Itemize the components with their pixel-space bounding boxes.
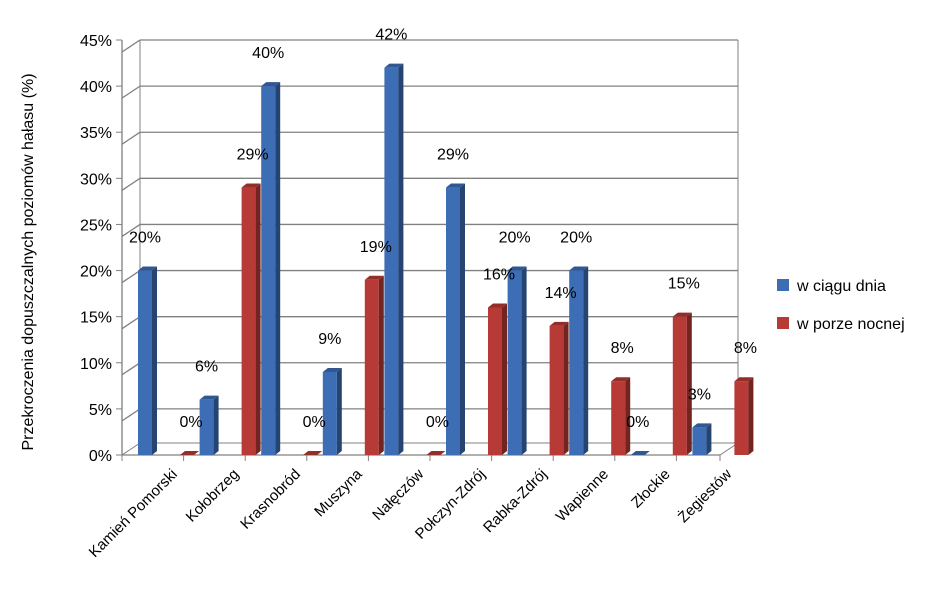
data-label: 8%	[734, 340, 757, 357]
bar	[364, 275, 384, 455]
data-label: 0%	[179, 414, 202, 431]
y-tick-label: 25%	[80, 217, 112, 234]
bar	[426, 451, 446, 455]
category-label: Rabka-Zdrój	[480, 466, 550, 536]
bar	[241, 183, 261, 456]
data-label: 29%	[437, 147, 469, 164]
category-label: Muszyna	[311, 465, 366, 520]
legend-swatch	[777, 279, 789, 291]
legend-swatch	[777, 317, 789, 329]
data-label: 19%	[360, 239, 392, 256]
y-tick-label: 45%	[80, 33, 112, 50]
data-label: 20%	[560, 230, 592, 247]
data-label: 9%	[318, 331, 341, 348]
category-label: Złockie	[628, 466, 674, 512]
data-label: 6%	[195, 359, 218, 376]
bar	[507, 266, 527, 455]
category-label: Krasnobród	[237, 466, 304, 533]
data-label: 0%	[303, 414, 326, 431]
y-tick-label: 35%	[80, 125, 112, 142]
legend-label: w porze nocnej	[796, 316, 905, 333]
legend-label: w ciągu dnia	[796, 278, 886, 295]
data-label: 20%	[129, 230, 161, 247]
data-label: 0%	[626, 414, 649, 431]
category-label: Kołobrzeg	[183, 466, 243, 526]
y-tick-label: 20%	[80, 264, 112, 281]
bar	[611, 377, 631, 455]
bar	[180, 451, 199, 455]
data-label: 15%	[668, 276, 700, 293]
y-tick-label: 40%	[80, 79, 112, 96]
bar	[692, 423, 712, 455]
y-tick-label: 0%	[89, 448, 112, 465]
bar	[138, 266, 157, 455]
y-tick-labels: 0% 5% 10% 15% 20% 25% 30% 35% 40% 45%	[80, 33, 112, 465]
category-label: Kamień Pomorski	[86, 466, 181, 561]
data-label: 29%	[237, 147, 269, 164]
legend-item: w porze nocnej	[777, 316, 905, 333]
data-label: 16%	[483, 266, 515, 283]
legend: w ciągu dnia w porze nocnej	[777, 278, 905, 333]
bar	[322, 368, 342, 455]
data-label: 0%	[426, 414, 449, 431]
data-labels: 20% 0% 6% 29% 40% 0% 9% 19% 42% 0% 29% 16% 20% 14% 20%…	[129, 27, 757, 431]
bar	[199, 395, 219, 455]
bar	[549, 321, 569, 455]
y-tick-label: 30%	[80, 171, 112, 188]
y-tick-label: 15%	[80, 310, 112, 327]
category-label: Nałęczów	[369, 466, 427, 524]
data-label: 40%	[252, 45, 284, 62]
bar	[446, 183, 465, 456]
data-label: 20%	[499, 230, 531, 247]
bar	[734, 377, 754, 455]
data-label: 42%	[375, 27, 407, 44]
bar	[630, 451, 650, 455]
bar	[569, 266, 589, 455]
category-label: Żegiestów	[674, 465, 735, 526]
bar	[672, 312, 692, 455]
grid-lines	[121, 39, 738, 422]
bars	[138, 63, 754, 456]
bar	[384, 63, 404, 456]
data-label: 14%	[545, 285, 577, 302]
y-tick-label: 5%	[89, 402, 112, 419]
bar	[303, 451, 323, 455]
legend-item: w ciągu dnia	[777, 278, 886, 295]
bar	[261, 82, 281, 455]
data-label: 3%	[688, 386, 711, 403]
bar	[488, 303, 507, 455]
data-label: 8%	[611, 340, 634, 357]
y-axis-title: Przekroczenia dopuszczalnych poziomów ha…	[20, 73, 37, 450]
category-label: Wapienne	[553, 466, 612, 525]
y-tick-label: 10%	[80, 356, 112, 373]
